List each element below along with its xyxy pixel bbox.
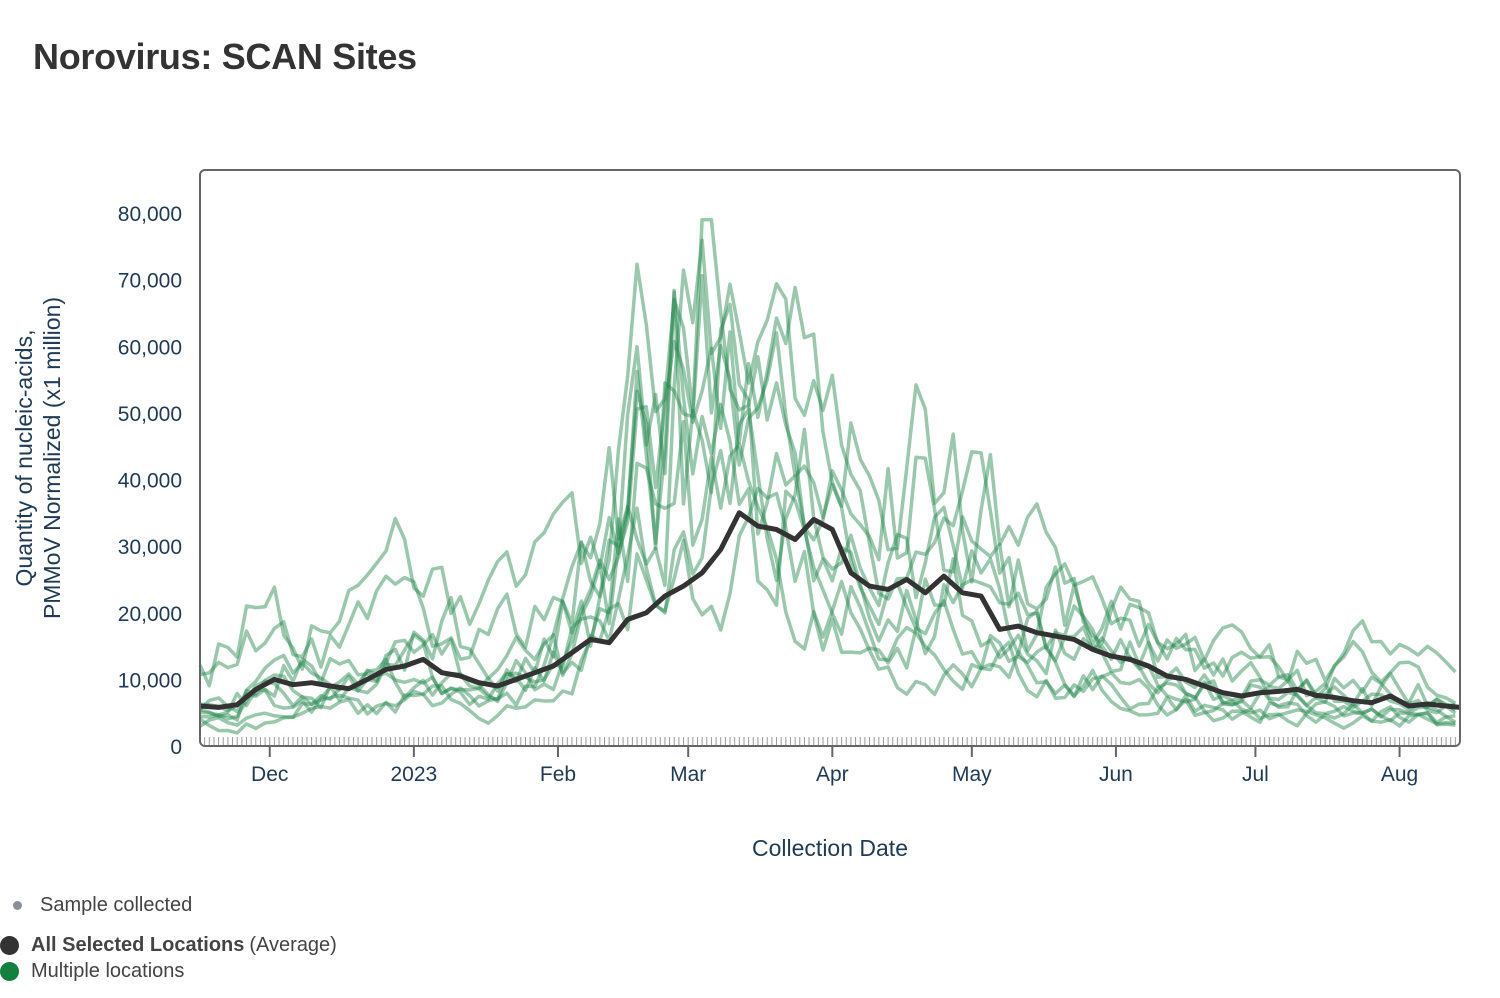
x-tick-label: Aug <box>1381 763 1418 786</box>
legend-item-multiple-locations[interactable]: Multiple locations <box>0 960 184 983</box>
y-tick-label: 20,000 <box>118 603 182 626</box>
y-tick-label: 0 <box>170 736 182 759</box>
plot-frame <box>199 169 1461 747</box>
y-tick-label: 40,000 <box>118 470 182 493</box>
site-line <box>199 217 1457 705</box>
y-tick-label: 80,000 <box>118 203 182 226</box>
site-line <box>199 486 1456 725</box>
x-tick-label: Dec <box>251 763 288 786</box>
x-tick-label: Apr <box>816 763 849 786</box>
y-tick-label: 10,000 <box>118 669 182 692</box>
legend-label: Multiple locations <box>31 960 185 982</box>
x-tick-label: Mar <box>670 763 706 786</box>
x-axis-title: Collection Date <box>752 835 908 861</box>
legend-item-average[interactable]: All Selected Locations (Average) <box>0 934 337 957</box>
average-dot-icon <box>0 936 19 955</box>
x-tick-label: 2023 <box>391 763 438 786</box>
site-line <box>198 274 1457 714</box>
site-line <box>199 290 1456 728</box>
legend-label-bold: All Selected Locations <box>31 934 245 956</box>
y-axis-title-line2: PMMoV Normalized (x1 million) <box>39 297 65 619</box>
y-axis: 0 10,000 20,000 30,000 40,000 50,000 60,000 70,… <box>118 203 182 759</box>
y-tick-label: 50,000 <box>118 403 182 426</box>
site-line <box>199 288 1457 724</box>
locations-dot-icon <box>0 962 19 981</box>
legend-label: Sample collected <box>40 894 193 916</box>
y-tick-label: 70,000 <box>118 270 182 293</box>
x-minor-ticks <box>204 737 1456 745</box>
site-line <box>198 285 1457 688</box>
x-tick-label: May <box>952 763 992 786</box>
y-tick-label: 60,000 <box>118 336 182 359</box>
page-title: Norovirus: SCAN Sites <box>33 36 417 77</box>
sample-dot-icon <box>13 901 22 910</box>
site-line <box>199 238 1457 715</box>
site-lines-group <box>198 217 1457 735</box>
y-axis-title-line1: Quantity of nucleic-acids, <box>11 330 37 587</box>
legend-item-sample-collected[interactable]: Sample collected <box>0 894 192 917</box>
site-line <box>198 419 1456 735</box>
x-tick-label: Jun <box>1099 763 1133 786</box>
x-tick-label: Feb <box>540 763 576 786</box>
x-tick-label: Jul <box>1242 763 1269 786</box>
legend-label-rest: (Average) <box>249 934 337 956</box>
y-tick-label: 30,000 <box>118 536 182 559</box>
x-axis: Dec 2023 Feb Mar Apr May Jun Jul Aug <box>251 746 1418 786</box>
y-axis-title: Quantity of nucleic-acids, PMMoV Normali… <box>11 297 65 619</box>
